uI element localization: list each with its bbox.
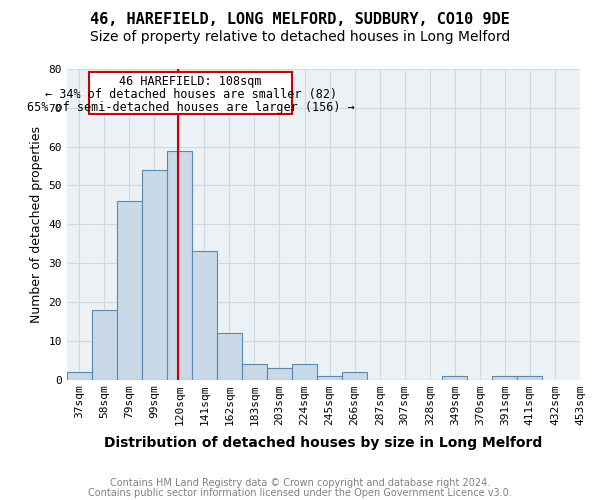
- Bar: [292, 364, 317, 380]
- Bar: [192, 252, 217, 380]
- Bar: [317, 376, 342, 380]
- Bar: [493, 376, 517, 380]
- Bar: [167, 150, 192, 380]
- Bar: [242, 364, 267, 380]
- Text: ← 34% of detached houses are smaller (82): ← 34% of detached houses are smaller (82…: [44, 88, 337, 101]
- Bar: [217, 333, 242, 380]
- Bar: [116, 201, 142, 380]
- Bar: [142, 170, 167, 380]
- Text: 65% of semi-detached houses are larger (156) →: 65% of semi-detached houses are larger (…: [26, 101, 355, 114]
- Y-axis label: Number of detached properties: Number of detached properties: [29, 126, 43, 323]
- Text: 46 HAREFIELD: 108sqm: 46 HAREFIELD: 108sqm: [119, 75, 262, 88]
- Text: Size of property relative to detached houses in Long Melford: Size of property relative to detached ho…: [90, 30, 510, 44]
- Bar: [267, 368, 292, 380]
- X-axis label: Distribution of detached houses by size in Long Melford: Distribution of detached houses by size …: [104, 436, 542, 450]
- Bar: [92, 310, 116, 380]
- Bar: [442, 376, 467, 380]
- Bar: [517, 376, 542, 380]
- Text: Contains public sector information licensed under the Open Government Licence v3: Contains public sector information licen…: [88, 488, 512, 498]
- Text: 46, HAREFIELD, LONG MELFORD, SUDBURY, CO10 9DE: 46, HAREFIELD, LONG MELFORD, SUDBURY, CO…: [90, 12, 510, 28]
- Bar: [67, 372, 92, 380]
- Bar: [342, 372, 367, 380]
- Text: Contains HM Land Registry data © Crown copyright and database right 2024.: Contains HM Land Registry data © Crown c…: [110, 478, 490, 488]
- FancyBboxPatch shape: [89, 72, 292, 114]
